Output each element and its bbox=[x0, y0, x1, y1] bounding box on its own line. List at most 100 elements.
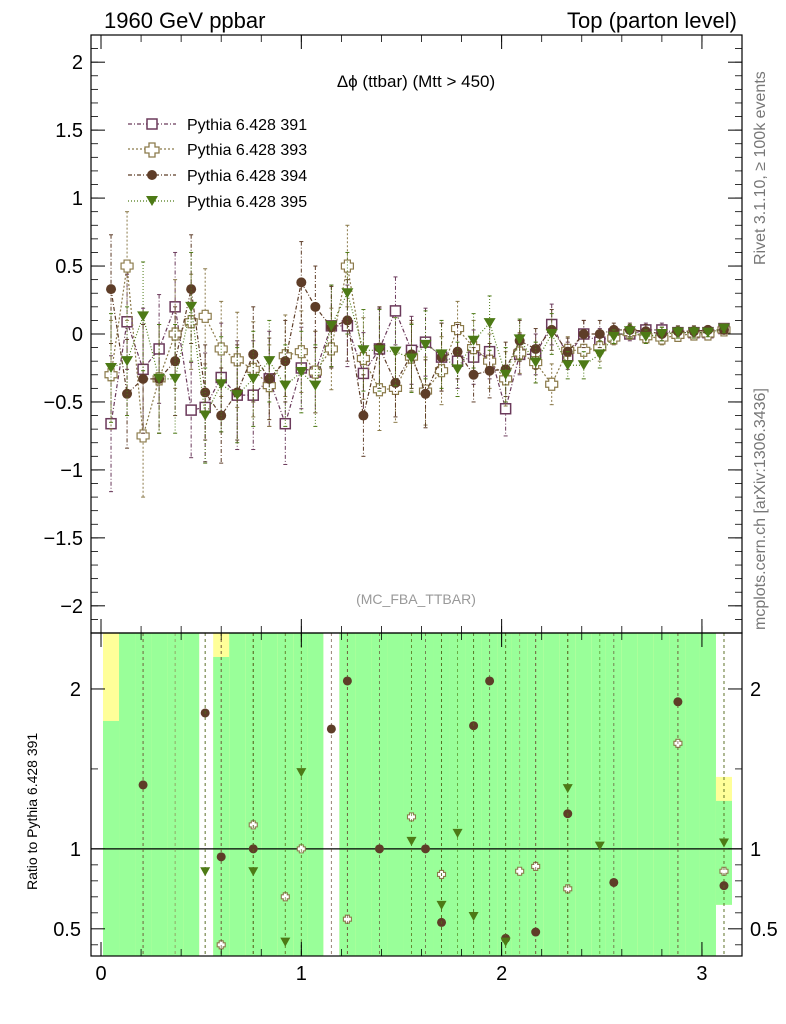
chart-title: Δϕ (ttbar) (Mtt > 450) bbox=[337, 72, 495, 91]
data-point bbox=[340, 259, 354, 273]
legend-entry-394: Pythia 6.428 394 bbox=[128, 168, 307, 185]
ratio-point bbox=[485, 676, 495, 686]
data-point bbox=[607, 331, 620, 342]
data-point bbox=[593, 349, 606, 360]
ratio-plot-area bbox=[91, 633, 742, 956]
y-tick-label: 1.5 bbox=[55, 120, 83, 142]
data-point bbox=[264, 373, 275, 384]
series-line bbox=[110, 265, 725, 437]
data-point bbox=[594, 329, 605, 339]
ratio-band-green bbox=[229, 633, 246, 956]
ratio-band-green bbox=[261, 633, 278, 956]
ratio-band-green bbox=[465, 633, 482, 956]
ratio-y-tick-label-right: 2 bbox=[750, 679, 761, 701]
data-point bbox=[280, 356, 291, 367]
y-tick-label: −0.5 bbox=[44, 392, 83, 414]
ratio-point bbox=[216, 852, 226, 862]
ratio-point bbox=[719, 866, 729, 876]
data-point bbox=[655, 329, 668, 339]
data-point bbox=[231, 390, 244, 401]
ratio-band-green bbox=[591, 633, 608, 956]
legend-marker-393 bbox=[144, 142, 160, 158]
data-point bbox=[405, 353, 418, 364]
data-point bbox=[137, 311, 150, 322]
legend-label-393: Pythia 6.428 393 bbox=[187, 142, 307, 159]
data-point bbox=[169, 373, 182, 384]
data-point bbox=[450, 321, 465, 336]
ratio-y-tick-label: 0.5 bbox=[53, 919, 81, 941]
axes: 2 1.5 1 0.5 0 −0.5 −1 −1.5 −2 0 1 2 3 2 2 1 1 0.5 0.5 bbox=[44, 34, 778, 985]
ratio-point bbox=[280, 937, 291, 947]
main-plot-area bbox=[104, 211, 731, 498]
data-point bbox=[513, 334, 526, 345]
ratio-band-green bbox=[543, 633, 560, 956]
data-point bbox=[341, 288, 354, 299]
ratio-point bbox=[342, 676, 352, 686]
ratio-point bbox=[248, 867, 259, 877]
data-point bbox=[325, 320, 338, 331]
data-point bbox=[247, 373, 260, 384]
ratio-point bbox=[531, 861, 541, 872]
ratio-band-green bbox=[621, 633, 638, 956]
ratio-point bbox=[563, 884, 573, 894]
legend-marker-391 bbox=[146, 118, 158, 130]
data-point bbox=[373, 345, 386, 356]
data-point bbox=[199, 410, 212, 421]
ratio-band-green bbox=[699, 633, 716, 956]
data-point bbox=[105, 417, 117, 430]
ratio-point bbox=[280, 892, 290, 902]
data-point bbox=[122, 388, 133, 399]
ratio-band-green bbox=[245, 633, 262, 956]
ratio-point bbox=[500, 937, 511, 947]
ratio-point bbox=[436, 900, 447, 910]
y-tick-label: −1 bbox=[60, 460, 83, 482]
series-3 bbox=[105, 251, 730, 464]
ratio-band-green bbox=[403, 633, 420, 956]
ratio-point bbox=[248, 820, 258, 830]
ratio-y-tick-label: 2 bbox=[70, 679, 81, 701]
data-point bbox=[372, 383, 387, 397]
data-point bbox=[499, 369, 512, 380]
data-point bbox=[296, 277, 307, 288]
legend-entry-391: Pythia 6.428 391 bbox=[128, 117, 307, 134]
data-point bbox=[389, 305, 402, 317]
ratio-band-green bbox=[559, 633, 576, 956]
ratio-point bbox=[452, 828, 463, 838]
ratio-point bbox=[342, 914, 352, 924]
legend-marker-394 bbox=[147, 170, 157, 180]
ratio-point bbox=[609, 877, 619, 887]
ratio-band-green bbox=[307, 633, 324, 956]
x-tick-label: 0 bbox=[95, 963, 106, 985]
ratio-point bbox=[296, 768, 307, 778]
ratio-point bbox=[421, 844, 431, 854]
data-point bbox=[687, 327, 700, 338]
data-point bbox=[717, 323, 730, 334]
data-point bbox=[623, 326, 636, 337]
y-tick-label: −2 bbox=[60, 596, 83, 618]
ratio-point bbox=[248, 844, 258, 854]
x-tick-label: 2 bbox=[496, 963, 507, 985]
data-point bbox=[120, 259, 134, 273]
ratio-point bbox=[326, 724, 336, 734]
y-tick-label: 2 bbox=[72, 52, 83, 74]
data-point bbox=[279, 380, 292, 391]
data-point bbox=[577, 360, 590, 371]
data-point bbox=[483, 318, 496, 329]
data-point bbox=[467, 335, 480, 346]
ratio-band-green bbox=[417, 633, 434, 956]
x-tick-label: 1 bbox=[296, 963, 307, 985]
data-point bbox=[105, 362, 118, 373]
data-point bbox=[419, 339, 432, 350]
ratio-band-green bbox=[575, 633, 592, 956]
ratio-point bbox=[138, 780, 148, 790]
ratio-point bbox=[718, 838, 729, 848]
x-tick-label: 3 bbox=[696, 963, 707, 985]
series-1 bbox=[104, 211, 731, 498]
data-point bbox=[420, 388, 431, 399]
ratio-point bbox=[406, 836, 417, 846]
data-point bbox=[545, 329, 558, 339]
ratio-y-tick-label-right: 1 bbox=[750, 839, 761, 861]
ratio-frame bbox=[90, 632, 743, 957]
series-line bbox=[110, 280, 724, 417]
ratio-band-green bbox=[481, 633, 498, 956]
